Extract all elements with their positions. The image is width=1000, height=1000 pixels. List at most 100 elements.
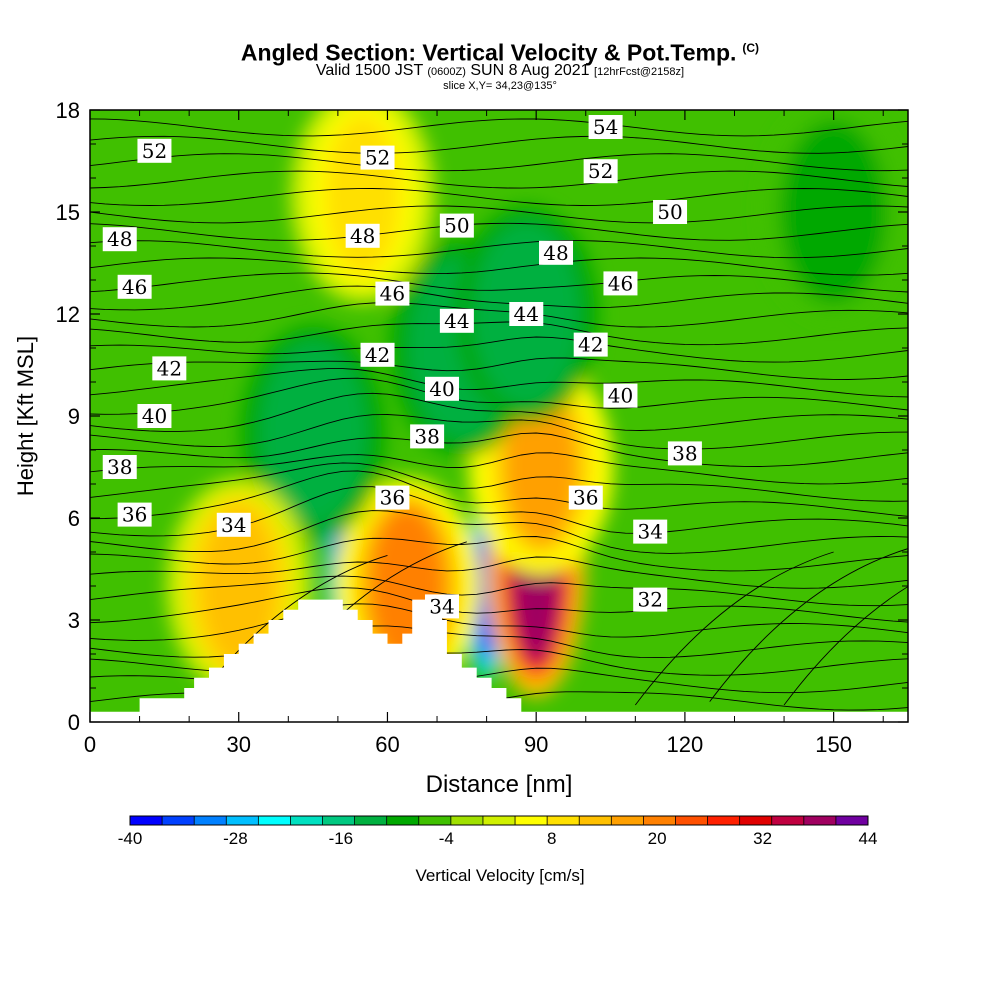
valid-utc: (0600Z) [427,65,466,78]
isentrope-line [90,587,908,624]
isentrope-label-text: 38 [414,424,439,448]
isentrope-line [90,257,908,276]
isentrope-label-text: 44 [444,309,469,333]
isentrope-line [90,135,908,154]
title-unit: (C) [742,41,760,55]
colorbar-tick-label: 32 [753,829,772,848]
isentrope-label-text: 48 [350,224,375,248]
isentrope-label: 44 [509,302,544,326]
colorbar-swatch [547,816,580,825]
colorbar-tick-label: -16 [329,829,354,848]
y-tick-label: 15 [56,200,80,225]
isentrope-label: 38 [102,455,137,479]
isentrope-line [90,357,908,380]
isentrope-label-box [633,587,668,612]
isentrope-label-box [137,138,172,163]
isentrope-line [90,222,908,241]
isentrope-line [90,188,908,206]
isentrope-label-text: 36 [122,503,147,527]
isentrope-label-text: 52 [588,159,613,183]
isentrope-line [90,536,908,572]
isentrope-line [90,118,908,137]
isentrope-label: 36 [375,485,410,510]
isentrope-label-box [216,512,251,537]
isentrope-label-box [424,376,459,401]
isentrope-label-text: 38 [107,455,132,479]
isentrope-label-box [588,115,623,139]
isentrope-label: 42 [360,342,395,367]
isentrope-label: 34 [216,512,251,537]
x-tick-label: 30 [226,732,250,757]
isentrope-label-box [439,213,474,238]
isentrope-label: 40 [137,404,172,428]
isentrope-line [90,153,908,172]
x-tick-label: 0 [84,732,96,757]
chart-title-block: Angled Section: Vertical Velocity & Pot.… [0,36,1000,92]
isentrope-label-box [539,240,574,265]
y-tick-label: 0 [68,710,80,735]
velocity-core [503,387,580,547]
isentrope-label: 40 [603,383,638,408]
colorbar-swatch [162,816,195,825]
colorbar-swatch [354,816,388,825]
isentrope-label-text: 52 [365,146,390,170]
isentrope-label-box [568,485,603,510]
velocity-core [324,115,401,275]
isentrope-label-text: 48 [107,227,132,251]
isentrope-label-box [603,383,638,408]
isentrope-label-text: 42 [578,333,603,357]
isentrope-label-box [424,594,459,619]
isentrope-label-box [410,424,445,449]
chart-title: Angled Section: Vertical Velocity & Pot.… [240,39,760,66]
isentrope-label-text: 32 [637,588,662,612]
colorbar-tick-label: 8 [547,829,556,848]
colorbar-tick-label: 20 [648,829,667,848]
colorbar-label: Vertical Velocity [cm/s] [415,866,584,885]
isentrope-label: 44 [439,308,474,333]
isentrope-label: 50 [653,200,688,224]
isentrope-label-text: 38 [672,441,697,465]
isentrope-label-box [667,441,702,466]
colorbar-swatch [130,816,163,825]
colorbar-swatch [803,816,837,825]
velocity-core [795,132,872,292]
isentrope-line [90,321,908,346]
colorbar-swatch [482,816,516,825]
isentrope-line [90,336,908,363]
chart-subtitle: Valid 1500 JST (0600Z) SUN 8 Aug 2021 [1… [315,61,685,79]
isentrope-label-text: 46 [122,275,147,299]
isentrope-label-text: 44 [514,302,539,326]
isentrope-label-text: 36 [380,486,405,510]
isentrope-line [90,462,908,502]
colorbar-swatch [835,816,869,825]
isentrope-label-box [345,223,380,248]
isentrope-line [90,603,908,641]
x-tick-label: 150 [815,732,852,757]
isentrope-label: 42 [573,332,608,357]
isentrope-line [90,285,908,311]
isentrope-label-text: 42 [157,356,182,380]
isentrope-label: 52 [137,138,172,163]
colorbar-swatch [675,816,709,825]
y-tick-label: 18 [56,98,80,123]
isentrope-label: 32 [633,587,668,612]
y-tick-label: 9 [68,404,80,429]
isentrope-label-box [360,145,395,170]
isentrope-label: 40 [424,376,459,401]
colorbar-swatch [226,816,259,825]
isentrope-line [90,272,908,293]
isentrope-label-text: 40 [608,384,633,408]
isentrope-line [90,432,908,467]
isentrope-label-box [573,332,608,357]
colorbar-swatch [418,816,452,825]
isentrope-label-box [583,159,618,184]
isentrope-label-text: 52 [142,139,167,163]
isentrope-label-box [117,274,152,299]
isentrope-label-box [360,342,395,367]
isentrope-label-text: 34 [429,594,454,618]
isentrope-label: 38 [667,441,702,466]
isentrope-label: 36 [117,503,152,527]
isentrope-line [90,302,908,328]
colorbar-swatch [579,816,612,825]
colorbar-swatch [386,816,420,825]
